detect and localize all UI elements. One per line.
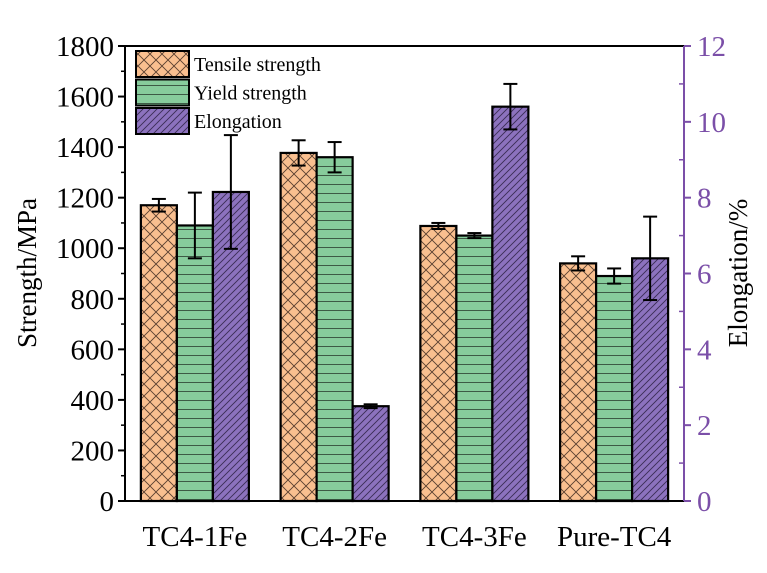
bar-tensile-strength-tc4-1fe: [139, 204, 178, 503]
error-bar: [187, 191, 202, 260]
bar-tensile-strength-pure-tc4: [559, 262, 598, 503]
y-tick-label: 1000: [56, 233, 114, 265]
legend-swatch-yield-strength: [135, 78, 190, 107]
bar-yield-strength-tc4-3fe: [455, 234, 494, 503]
y-tick-label: 1600: [56, 82, 114, 114]
y-tick-label: 600: [71, 334, 115, 366]
y2-tick-label: 6: [697, 259, 712, 291]
error-bar: [223, 134, 238, 250]
axes-layer: TC4-1Fe TC4-2Fe TC4-3Fe Pure-TC4 0 200 400 600 8…: [56, 31, 726, 553]
bar-yield-strength-tc4-1fe: [175, 224, 214, 503]
y2-tick-label: 4: [697, 334, 712, 366]
error-bar: [327, 141, 342, 174]
y-axis-label: Strength/MPa: [12, 198, 42, 348]
y-tick-label: 1400: [56, 132, 114, 164]
error-bar: [607, 267, 622, 285]
y-tick-label: 0: [100, 486, 115, 518]
y2-axis-label: Elongation/%: [723, 199, 753, 347]
bar-tensile-strength-tc4-3fe: [419, 224, 458, 503]
y2-tick-label: 10: [697, 107, 726, 139]
bar-elongation-tc4-2fe: [351, 405, 390, 503]
error-bar: [151, 197, 166, 213]
legend-label: Yield strength: [194, 83, 307, 105]
x-tick-label: TC4-2Fe: [282, 521, 387, 553]
x-tick-label: TC4-1Fe: [143, 521, 248, 553]
bar-elongation-tc4-3fe: [491, 105, 530, 503]
legend-swatch-tensile-strength: [135, 50, 190, 78]
y2-tick-label: 12: [697, 31, 726, 63]
bar-tensile-strength-tc4-2fe: [279, 151, 318, 503]
x-tick-label: Pure-TC4: [557, 521, 672, 553]
error-bar: [291, 139, 306, 167]
legend: Tensile strength Yield strength Elongation: [135, 50, 321, 135]
legend-swatch-elongation: [135, 107, 190, 135]
legend-label: Tensile strength: [194, 54, 321, 76]
y2-tick-label: 8: [697, 183, 712, 215]
bar-yield-strength-tc4-2fe: [315, 156, 354, 503]
error-bars-layer: [151, 82, 658, 410]
error-bar: [503, 82, 518, 131]
error-bar: [467, 232, 482, 240]
bars-layer: [139, 105, 670, 503]
error-bar: [571, 255, 586, 272]
y2-tick-label: 2: [697, 410, 712, 442]
y-tick-label: 1200: [56, 183, 114, 215]
y-tick-label: 200: [71, 435, 115, 467]
y-tick-label: 1800: [56, 31, 114, 63]
error-bar: [643, 215, 658, 302]
legend-label: Elongation: [194, 111, 282, 133]
y-tick-label: 800: [71, 284, 115, 316]
y-tick-label: 400: [71, 385, 115, 417]
bar-yield-strength-pure-tc4: [595, 274, 634, 503]
error-bar: [431, 221, 446, 231]
x-tick-label: TC4-3Fe: [422, 521, 527, 553]
error-bar: [363, 403, 378, 410]
y2-tick-label: 0: [697, 486, 712, 518]
